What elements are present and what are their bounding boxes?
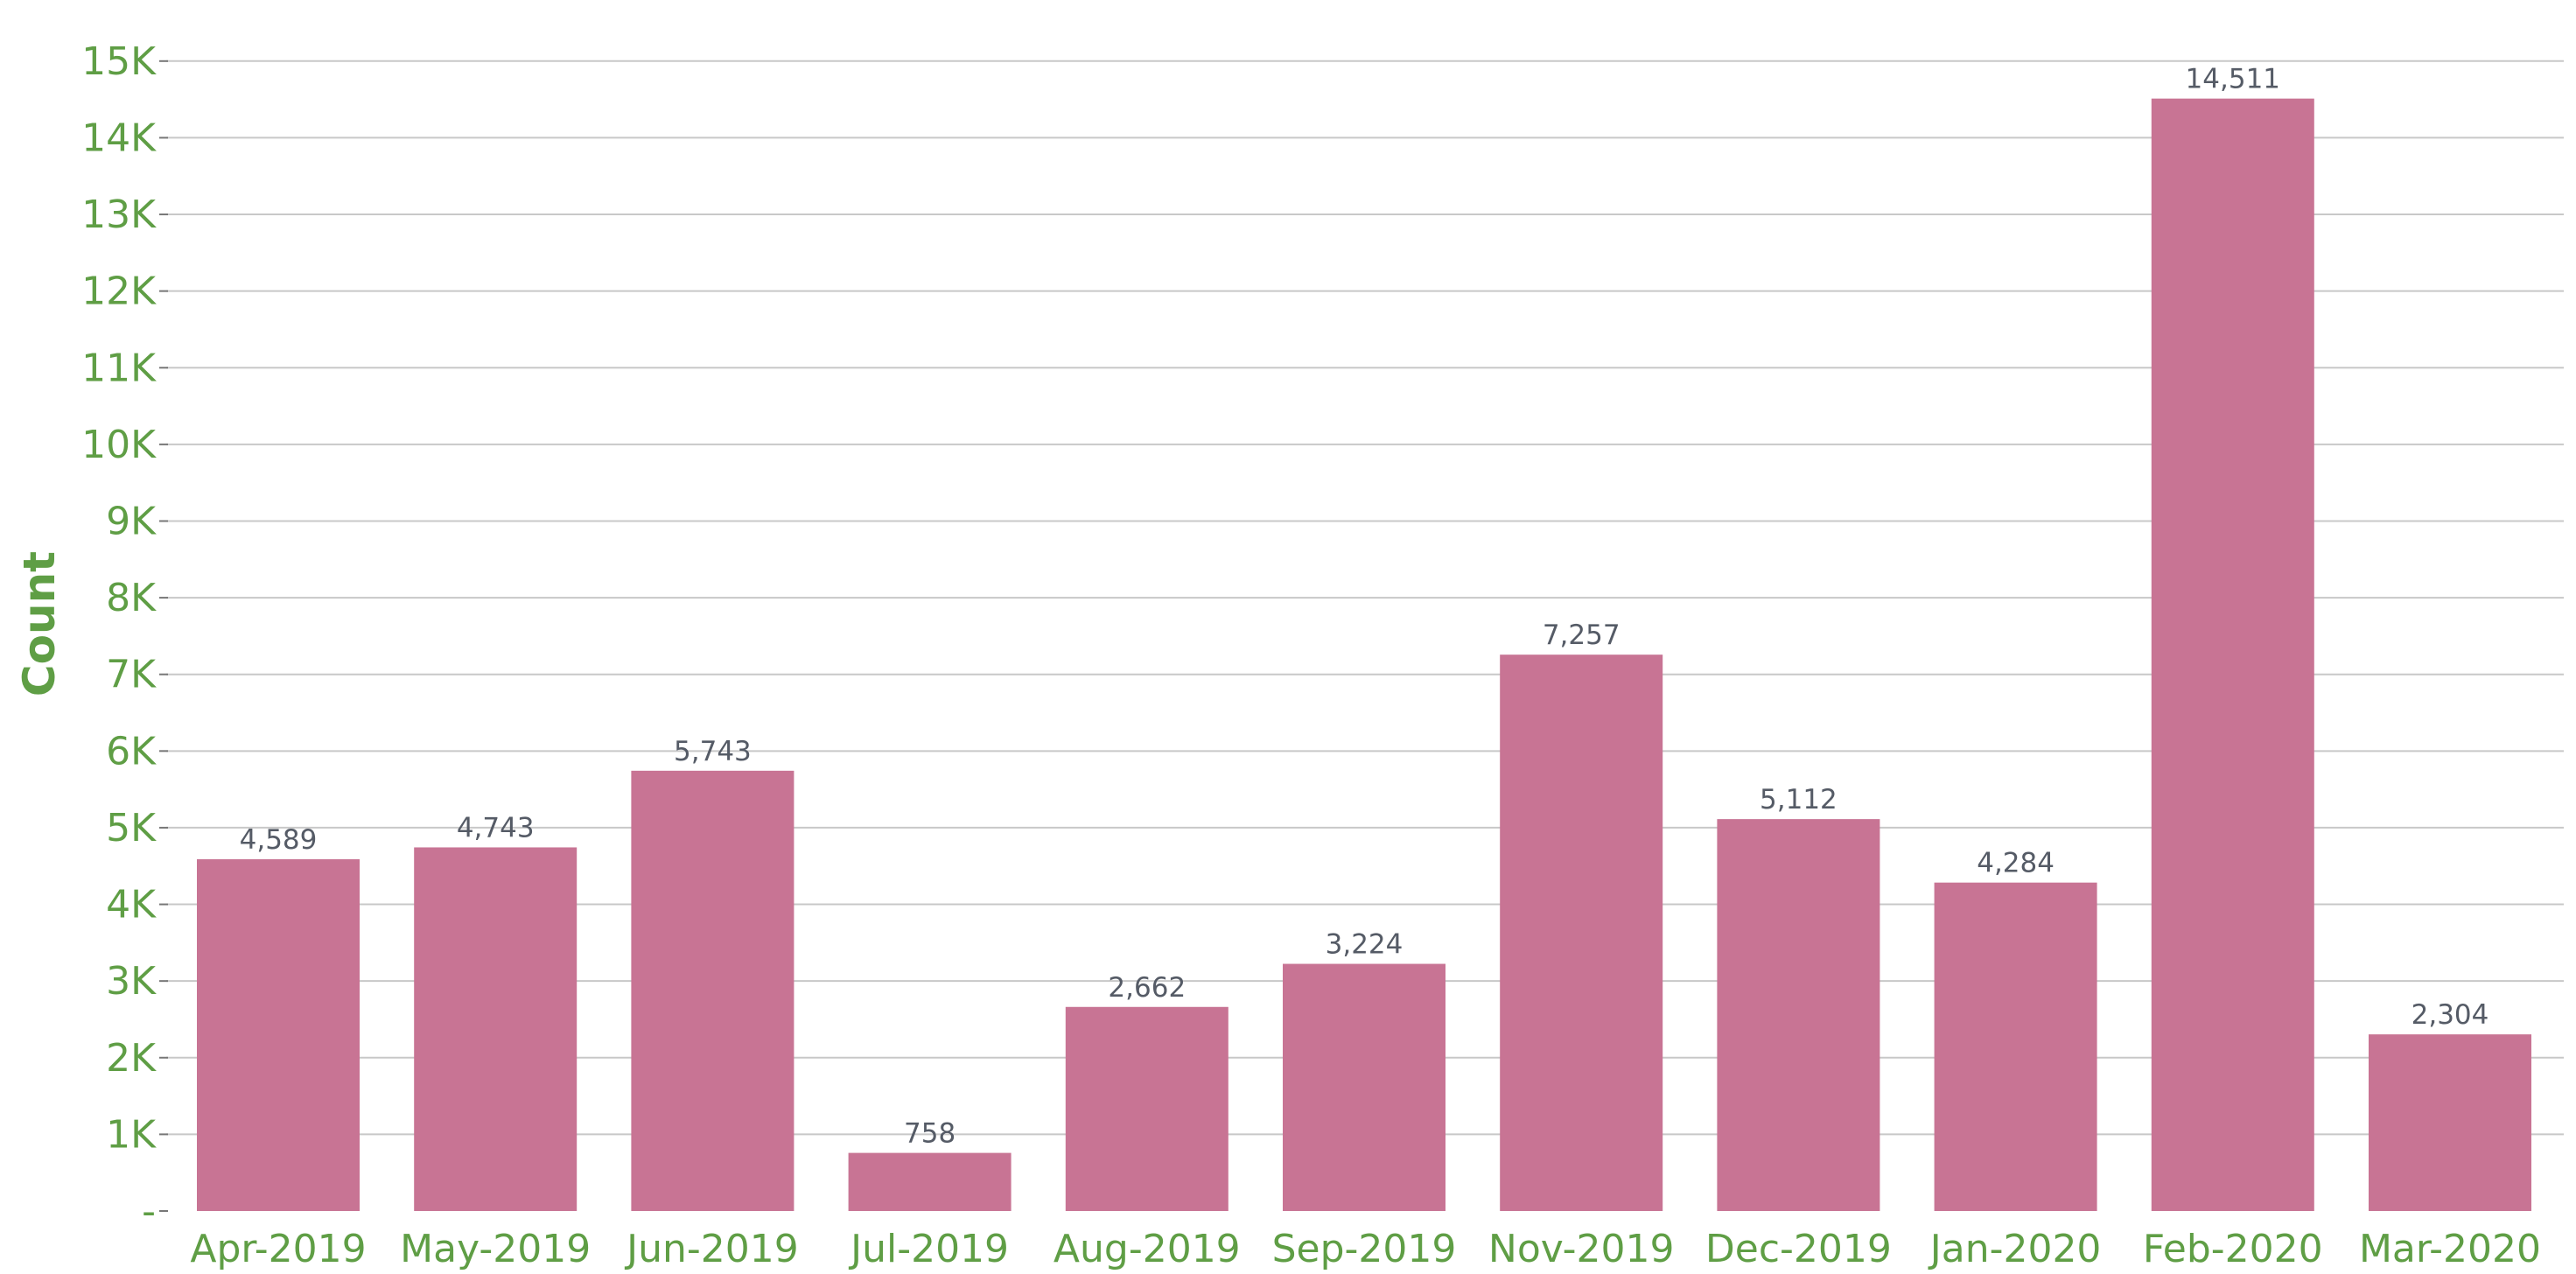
bar-jun-2019[interactable] (631, 770, 794, 1211)
y-tick-label: 13K (81, 192, 157, 237)
bar-nov-2019[interactable] (1500, 654, 1663, 1211)
x-tick-label: Nov-2019 (1488, 1227, 1675, 1271)
y-tick-label: 14K (81, 116, 157, 160)
data-label: 7,257 (1543, 620, 1620, 651)
data-label: 4,743 (457, 812, 535, 844)
x-axis: Apr-2019 May-2019 Jun-2019 Jul-2019 Aug-2019… (190, 1227, 2541, 1271)
x-tick-label: May-2019 (400, 1227, 591, 1271)
y-tick-label: 12K (81, 270, 157, 314)
data-label: 2,304 (2412, 999, 2489, 1031)
data-label: 3,224 (1326, 929, 1404, 961)
x-tick-label: Jul-2019 (848, 1227, 1009, 1271)
data-label: 5,112 (1760, 784, 1838, 816)
x-tick-label: Sep-2019 (1272, 1227, 1457, 1271)
data-label: 758 (904, 1118, 956, 1150)
y-tick-label: 7K (106, 653, 157, 697)
bar-sep-2019[interactable] (1283, 963, 1446, 1211)
data-label: 4,284 (1977, 848, 2054, 879)
data-label: 4,589 (240, 824, 318, 856)
y-tick-label: 3K (106, 959, 157, 1004)
x-tick-label: Jun-2019 (624, 1227, 799, 1271)
bar-feb-2020[interactable] (2151, 98, 2314, 1211)
y-tick-label: 8K (106, 576, 157, 620)
bar-mar-2020[interactable] (2369, 1034, 2531, 1211)
bar-dec-2019[interactable] (1717, 819, 1880, 1211)
x-tick-label: Aug-2019 (1054, 1227, 1241, 1271)
y-tick-label: - (142, 1189, 156, 1234)
data-labels: 4,589 4,743 5,743 758 2,662 3,224 7,257 5,112 4,… (240, 64, 2489, 1150)
x-tick-label: Apr-2019 (190, 1227, 366, 1271)
y-tick-label: 6K (106, 729, 157, 774)
y-tick-label: 10K (81, 423, 157, 467)
y-tick-label: 2K (106, 1036, 157, 1081)
y-axis: - 1K 2K 3K 4K 5K 6K 7K 8K 9K 10K 11K 12K 13K 14K 15K (81, 39, 168, 1234)
y-tick-label: 5K (106, 806, 157, 850)
y-tick-label: 15K (81, 39, 157, 84)
x-tick-label: Dec-2019 (1705, 1227, 1892, 1271)
y-axis-title: Count (14, 551, 65, 696)
x-tick-label: Jan-2020 (1928, 1227, 2102, 1271)
data-label: 2,662 (1108, 972, 1186, 1004)
data-label: 14,511 (2186, 64, 2280, 95)
bar-may-2019[interactable] (414, 847, 578, 1211)
x-tick-label: Mar-2020 (2359, 1227, 2541, 1271)
bar-jul-2019[interactable] (848, 1152, 1012, 1211)
x-tick-label: Feb-2020 (2143, 1227, 2323, 1271)
bar-jan-2020[interactable] (1934, 882, 2097, 1211)
data-label: 5,743 (674, 736, 752, 767)
bars (197, 98, 2531, 1211)
bar-aug-2019[interactable] (1065, 1006, 1228, 1211)
y-tick-label: 4K (106, 883, 157, 928)
bar-apr-2019[interactable] (197, 858, 360, 1211)
y-tick-label: 9K (106, 499, 157, 543)
y-tick-label: 1K (106, 1112, 157, 1157)
y-tick-label: 11K (81, 346, 157, 390)
